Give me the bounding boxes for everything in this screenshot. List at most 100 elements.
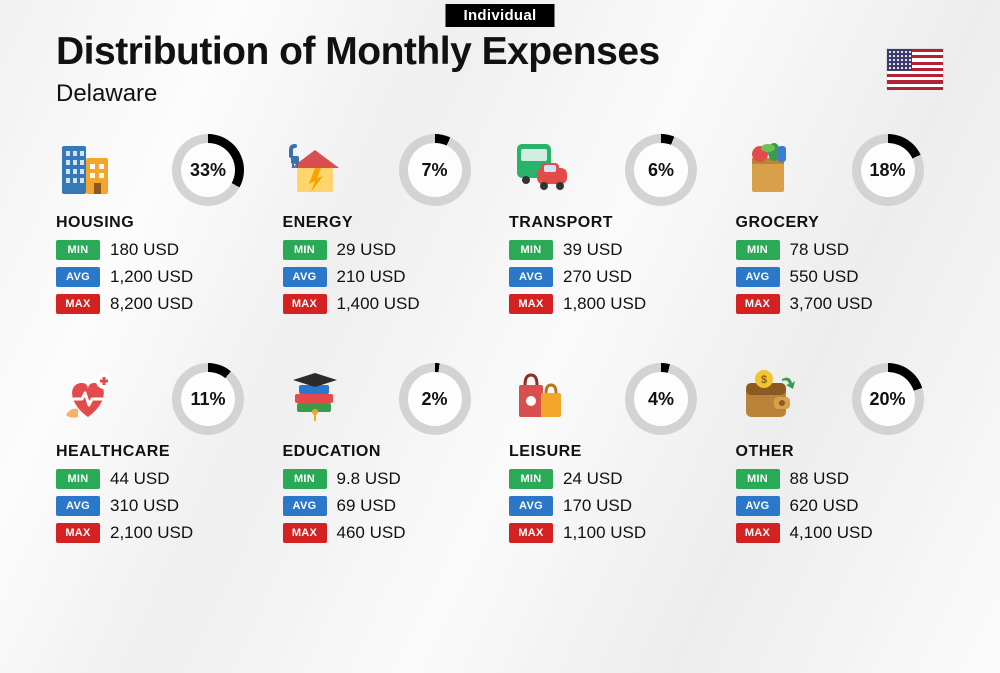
stat-tag-max: MAX [56, 294, 100, 314]
stat-value-min: 9.8 USD [337, 469, 401, 489]
percent-label: 20% [861, 372, 915, 426]
stat-row-avg: AVG 170 USD [509, 496, 718, 516]
category-card-energy: 7% ENERGY MIN 29 USD AVG 210 USD MAX1,400 USD [283, 136, 492, 321]
stat-tag-min: MIN [56, 469, 100, 489]
stat-tag-max: MAX [736, 523, 780, 543]
stat-tag-min: MIN [509, 240, 553, 260]
stat-value-avg: 170 USD [563, 496, 632, 516]
category-name: HOUSING [56, 214, 265, 232]
stat-value-max: 4,100 USD [790, 523, 873, 543]
percent-label: 33% [181, 143, 235, 197]
wallet-coin-icon [736, 365, 800, 429]
stat-value-avg: 620 USD [790, 496, 859, 516]
category-name: TRANSPORT [509, 214, 718, 232]
stat-row-avg: AVG 210 USD [283, 267, 492, 287]
stat-value-max: 8,200 USD [110, 294, 193, 314]
stat-row-max: MAX1,400 USD [283, 294, 492, 314]
percent-label: 7% [408, 143, 462, 197]
stat-value-max: 460 USD [337, 523, 406, 543]
stat-value-avg: 210 USD [337, 267, 406, 287]
percent-donut-energy: 7% [399, 134, 471, 206]
stat-tag-min: MIN [736, 469, 780, 489]
stat-row-max: MAX 3,700 USD [736, 294, 945, 314]
stat-row-avg: AVG620 USD [736, 496, 945, 516]
top-tag: Individual [445, 4, 554, 27]
category-name: GROCERY [736, 214, 945, 232]
stat-value-min: 44 USD [110, 469, 170, 489]
stat-value-max: 2,100 USD [110, 523, 193, 543]
category-name: ENERGY [283, 214, 492, 232]
stat-value-min: 39 USD [563, 240, 623, 260]
stat-tag-avg: AVG [509, 496, 553, 516]
percent-donut-grocery: 18% [852, 134, 924, 206]
percent-donut-housing: 33% [172, 134, 244, 206]
grocery-bag-icon [736, 136, 800, 200]
page-subtitle: Delaware [56, 80, 157, 108]
stat-row-min: MIN 39 USD [509, 240, 718, 260]
stat-row-avg: AVG1,200 USD [56, 267, 265, 287]
grad-books-icon [283, 365, 347, 429]
page-title: Distribution of Monthly Expenses [56, 30, 660, 74]
stat-value-max: 3,700 USD [790, 294, 873, 314]
stat-row-avg: AVG270 USD [509, 267, 718, 287]
stat-row-avg: AVG550 USD [736, 267, 945, 287]
stat-tag-avg: AVG [56, 496, 100, 516]
stat-row-min: MIN 88 USD [736, 469, 945, 489]
stat-row-min: MIN 9.8 USD [283, 469, 492, 489]
stat-value-min: 29 USD [337, 240, 397, 260]
category-card-transport: 6% TRANSPORT MIN 39 USD AVG270 USD MAX 1,800 U… [509, 136, 718, 321]
stat-tag-max: MAX [56, 523, 100, 543]
stat-tag-max: MAX [509, 523, 553, 543]
health-heart-icon [56, 365, 120, 429]
percent-donut-leisure: 4% [625, 363, 697, 435]
us-flag-icon [886, 48, 944, 89]
buildings-icon [56, 136, 120, 200]
energy-house-icon [283, 136, 347, 200]
stat-row-max: MAX 1,800 USD [509, 294, 718, 314]
stat-row-min: MIN 29 USD [283, 240, 492, 260]
stat-tag-max: MAX [736, 294, 780, 314]
category-card-healthcare: 11%HEALTHCAREMIN44 USDAVG310 USDMAX2,100… [56, 365, 265, 550]
percent-label: 18% [861, 143, 915, 197]
stat-row-max: MAX 8,200 USD [56, 294, 265, 314]
category-card-housing: 33% HOUSING MIN180 USD AVG1,200 USD MAX 8,200… [56, 136, 265, 321]
stat-tag-min: MIN [283, 240, 327, 260]
category-card-leisure: 4%LEISUREMIN24 USDAVG170 USDMAX1,100 USD [509, 365, 718, 550]
stat-row-avg: AVG 310 USD [56, 496, 265, 516]
stat-tag-avg: AVG [56, 267, 100, 287]
percent-donut-other: 20% [852, 363, 924, 435]
stat-row-min: MIN 78 USD [736, 240, 945, 260]
stat-tag-avg: AVG [509, 267, 553, 287]
stat-value-min: 78 USD [790, 240, 850, 260]
percent-label: 6% [634, 143, 688, 197]
percent-label: 4% [634, 372, 688, 426]
stat-tag-min: MIN [736, 240, 780, 260]
stat-row-avg: AVG69 USD [283, 496, 492, 516]
stat-value-avg: 310 USD [110, 496, 179, 516]
categories-grid: 33%HOUSINGMIN180 USDAVG1,200 USDMAX8,200… [56, 136, 944, 550]
stat-tag-min: MIN [283, 469, 327, 489]
shopping-bags-icon [509, 365, 573, 429]
percent-label: 2% [408, 372, 462, 426]
stat-value-max: 1,800 USD [563, 294, 646, 314]
category-name: LEISURE [509, 443, 718, 461]
stat-row-max: MAX 460 USD [283, 523, 492, 543]
stat-tag-avg: AVG [283, 267, 327, 287]
stat-value-min: 24 USD [563, 469, 623, 489]
bus-car-icon [509, 136, 573, 200]
stat-tag-max: MAX [283, 523, 327, 543]
stat-row-min: MIN180 USD [56, 240, 265, 260]
stat-value-avg: 550 USD [790, 267, 859, 287]
stat-tag-avg: AVG [283, 496, 327, 516]
percent-donut-healthcare: 11% [172, 363, 244, 435]
category-name: OTHER [736, 443, 945, 461]
stat-value-max: 1,400 USD [337, 294, 420, 314]
stat-row-max: MAX 2,100 USD [56, 523, 265, 543]
stat-tag-max: MAX [509, 294, 553, 314]
stat-value-min: 88 USD [790, 469, 850, 489]
percent-donut-education: 2% [399, 363, 471, 435]
percent-donut-transport: 6% [625, 134, 697, 206]
stat-row-max: MAX1,100 USD [509, 523, 718, 543]
stat-value-min: 180 USD [110, 240, 179, 260]
category-card-grocery: 18% GROCERY MIN 78 USD AVG550 USD MAX 3,700 US… [736, 136, 945, 321]
